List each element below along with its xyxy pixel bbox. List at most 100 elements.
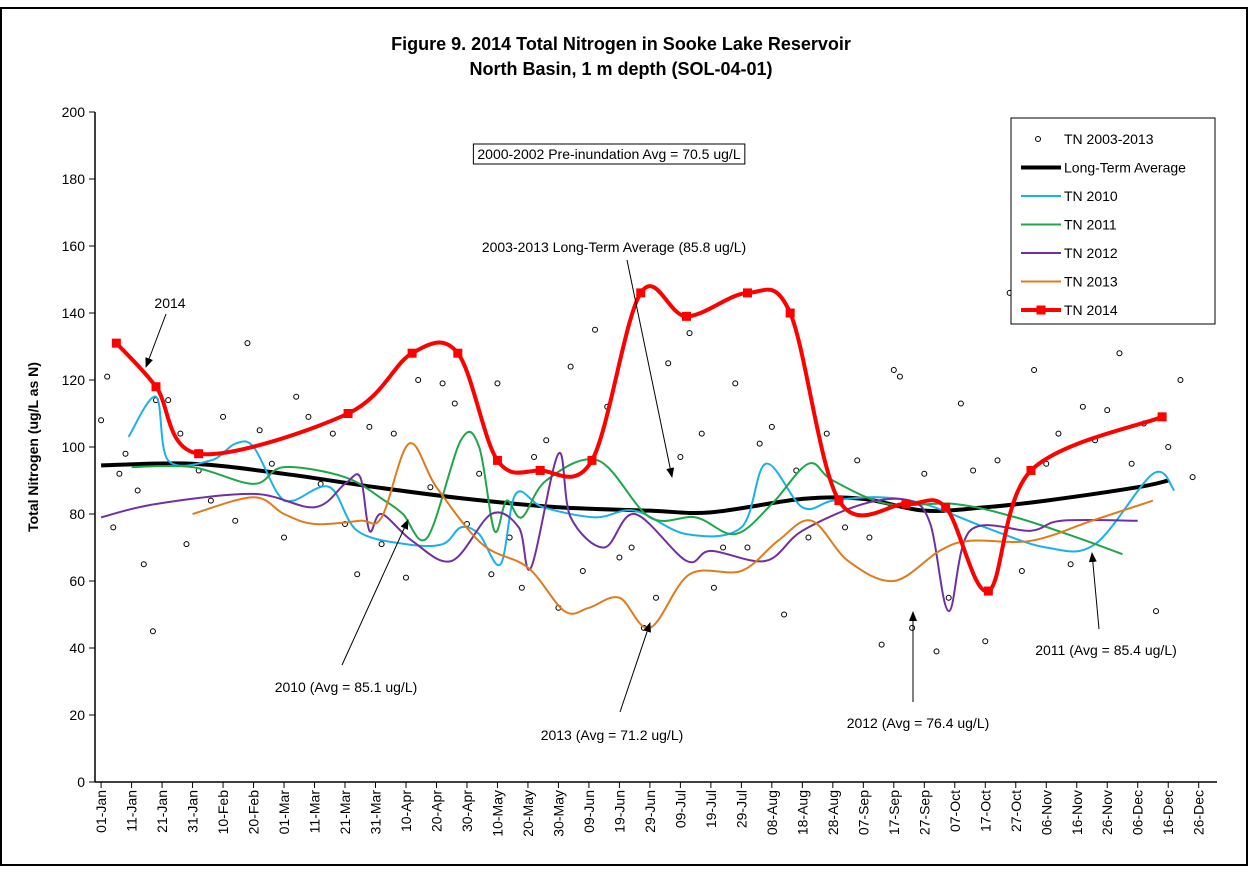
scatter-point	[494, 380, 501, 387]
scatter-point	[732, 380, 739, 387]
scatter-point	[866, 534, 873, 541]
scatter-point	[933, 648, 940, 655]
annotation: 2012 (Avg = 76.4 ug/L)	[847, 715, 990, 731]
scatter-point	[1067, 561, 1074, 568]
scatter-point	[823, 430, 830, 437]
scatter-point	[244, 340, 251, 347]
x-tick-label: 09-Jun	[581, 790, 597, 833]
scatter-point	[122, 450, 129, 457]
series-marker	[492, 455, 502, 465]
x-tick-label: 19-Jun	[611, 790, 627, 833]
scatter-point	[1165, 444, 1172, 450]
scatter-point	[842, 524, 849, 531]
x-tick-label: 29-Jun	[642, 790, 658, 833]
scatter-point	[982, 638, 989, 645]
scatter-point	[366, 423, 373, 430]
annotation-box	[472, 143, 746, 165]
scatter-point	[1079, 403, 1086, 410]
scatter-point	[183, 541, 190, 548]
scatter-point	[567, 363, 574, 370]
x-tick-label: 30-May	[550, 790, 566, 837]
series-marker	[1026, 465, 1036, 475]
series-marker	[111, 338, 121, 348]
y-tick-label: 100	[62, 439, 86, 455]
y-tick-label: 80	[69, 506, 85, 522]
series-marker	[343, 409, 353, 418]
x-tick-label: 26-Nov	[1099, 790, 1115, 835]
scatter-point	[305, 413, 312, 420]
scatter-point	[378, 541, 385, 548]
scatter-point	[896, 373, 903, 380]
scatter-point	[177, 430, 184, 437]
scatter-point	[293, 393, 300, 400]
legend-label: TN 2012	[1064, 245, 1118, 261]
x-tick-label: 31-Jan	[185, 790, 201, 833]
scatter-point	[628, 544, 635, 551]
scatter-point	[665, 360, 672, 367]
x-tick-label: 20-May	[520, 790, 536, 837]
x-tick-label: 10-May	[489, 790, 505, 837]
scatter-point	[543, 437, 550, 444]
legend-symbol	[1035, 136, 1041, 142]
scatter-point	[268, 460, 275, 467]
scatter-point	[909, 624, 916, 631]
x-tick-label: 31-Mar	[368, 790, 384, 835]
x-tick-label: 10-Apr	[398, 790, 414, 832]
y-tick-label: 60	[69, 573, 85, 589]
scatter-point	[104, 373, 111, 380]
series-line	[100, 452, 1138, 613]
series-line	[101, 461, 1169, 516]
annotation-arrow	[1088, 552, 1100, 630]
x-tick-label: 10-Feb	[215, 790, 231, 835]
x-tick-label: 21-Jan	[154, 790, 170, 833]
scatter-point	[1055, 430, 1062, 437]
series-marker	[407, 348, 417, 358]
series-line	[114, 284, 1163, 594]
x-tick-label: 17-Oct	[977, 790, 993, 832]
y-tick-label: 120	[62, 372, 86, 388]
scatter-point	[1018, 567, 1025, 574]
y-tick-label: 140	[62, 305, 86, 321]
scatter-point	[1031, 366, 1038, 373]
scatter-point	[756, 440, 763, 447]
scatter-point	[698, 430, 705, 437]
scatter-point	[1116, 350, 1123, 357]
chart-subtitle: North Basin, 1 m depth (SOL-04-01)	[469, 59, 772, 79]
x-tick-label: 16-Nov	[1069, 790, 1085, 835]
scatter-point	[232, 517, 239, 524]
frame	[0, 7, 1248, 866]
x-tick-label: 01-Mar	[276, 790, 292, 835]
scatter-point	[744, 544, 751, 551]
annotation-arrow	[619, 622, 651, 713]
x-tick-label: 01-Jan	[93, 790, 109, 833]
y-tick-label: 20	[69, 707, 85, 723]
series-marker	[453, 348, 463, 358]
scatter-point	[1153, 608, 1160, 615]
scatter-point	[140, 561, 147, 568]
scatter-point	[781, 611, 788, 618]
scatter-point	[1043, 460, 1050, 467]
scatter-point	[451, 400, 458, 407]
x-tick-label: 30-Apr	[459, 790, 475, 832]
legend-label: Long-Term Average	[1064, 160, 1186, 176]
series-marker	[834, 496, 844, 506]
legend-label: TN 2013	[1064, 274, 1118, 290]
legend-marker	[1036, 305, 1046, 315]
series-marker	[587, 455, 597, 465]
scatter-point	[921, 470, 928, 477]
scatter-point	[805, 534, 812, 541]
y-tick-label: 200	[62, 104, 86, 120]
series-marker	[901, 499, 911, 509]
y-tick-label: 180	[62, 171, 86, 187]
scatter-point	[994, 457, 1001, 464]
scatter-point	[110, 524, 117, 531]
x-tick-label: 08-Aug	[764, 790, 780, 835]
annotation-arrow	[341, 519, 409, 666]
series-line	[192, 442, 1154, 629]
x-tick-label: 21-Mar	[337, 790, 353, 835]
scatter-point	[329, 430, 336, 437]
x-tick-label: 29-Jul	[733, 790, 749, 828]
x-tick-label: 07-Sep	[855, 790, 871, 835]
x-tick-label: 20-Feb	[246, 790, 262, 835]
